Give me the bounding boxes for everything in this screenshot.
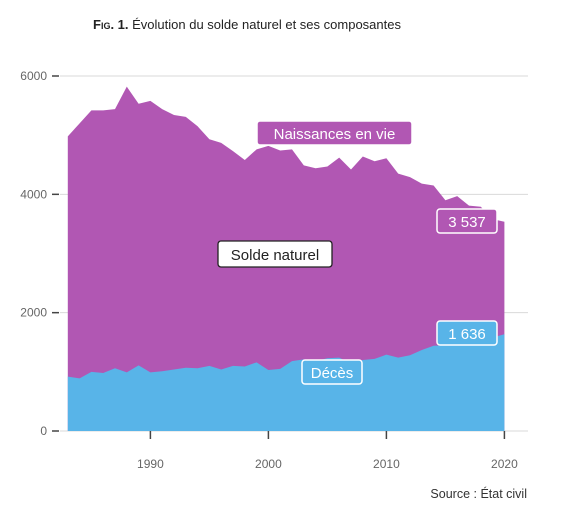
balance-label-text: Solde naturel <box>231 247 319 264</box>
figure-number: Fig. 1. <box>93 17 129 32</box>
axes: 0 2000 4000 6000 1990 2000 2010 2020 <box>20 69 518 471</box>
y-tick-label-6000: 6000 <box>20 69 47 83</box>
births-last-value-badge: 3 537 <box>436 208 498 234</box>
deaths-last-value: 1 636 <box>448 326 486 343</box>
figure-title-text: Évolution du solde naturel et ses compos… <box>132 17 401 32</box>
deaths-label-text: Décès <box>311 365 354 382</box>
births-label-text: Naissances en vie <box>274 126 396 143</box>
births-label: Naissances en vie <box>256 120 413 146</box>
y-tick-label-4000: 4000 <box>20 187 47 201</box>
chart-source: Source : État civil <box>430 487 527 501</box>
deaths-label: Décès <box>301 359 363 385</box>
births-last-value: 3 537 <box>448 214 486 231</box>
x-tick-label-2010: 2010 <box>373 457 400 471</box>
x-tick-label-1990: 1990 <box>137 457 164 471</box>
y-tick-label-2000: 2000 <box>20 306 47 320</box>
deaths-area <box>67 334 505 431</box>
deaths-last-value-badge: 1 636 <box>436 320 498 346</box>
y-tick-label-0: 0 <box>40 424 47 438</box>
figure-title: Fig. 1. Évolution du solde naturel et se… <box>93 17 401 32</box>
x-tick-label-2000: 2000 <box>255 457 282 471</box>
x-tick-label-2020: 2020 <box>491 457 518 471</box>
balance-label: Solde naturel <box>217 240 333 268</box>
